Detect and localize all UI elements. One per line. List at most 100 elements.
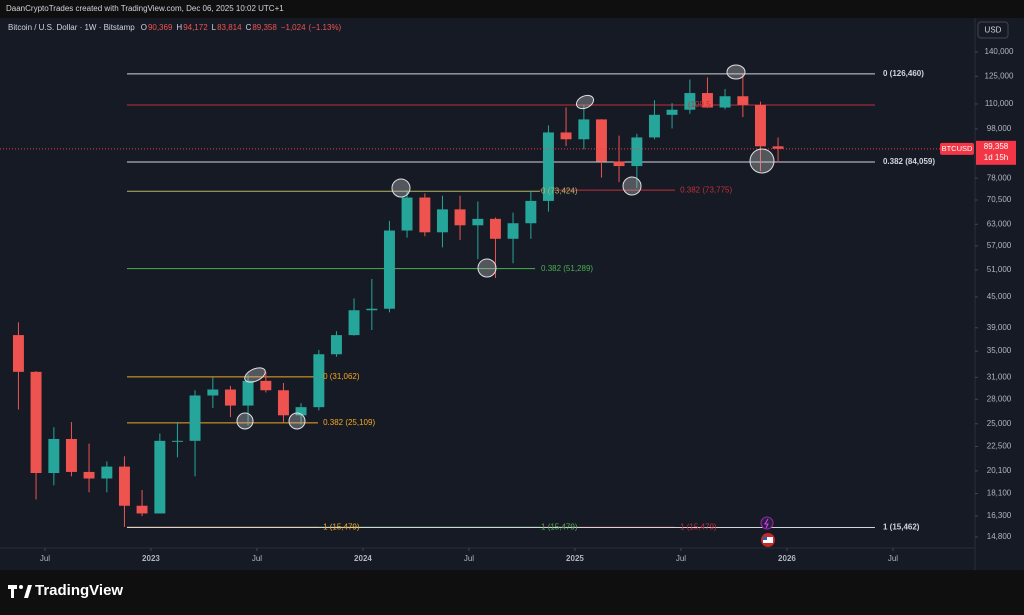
currency-box[interactable]	[977, 21, 1009, 39]
y-tick-label: 51,000	[987, 265, 1012, 274]
candle-body	[65, 438, 77, 472]
candle-body	[383, 230, 395, 309]
change: −1,024	[281, 23, 306, 32]
y-tick-label: 16,300	[987, 511, 1012, 520]
candle-body	[542, 132, 554, 201]
candle-body	[189, 395, 201, 441]
candle-body	[12, 335, 24, 372]
y-tick-label: 98,000	[987, 124, 1012, 133]
highlight	[288, 412, 306, 430]
highlights	[236, 64, 775, 430]
price-tag-countdown: 1d 15h	[984, 153, 1008, 162]
event-icon-glyph	[764, 518, 769, 529]
x-tick-label: Jul	[464, 554, 474, 563]
y-tick-label: 140,000	[985, 47, 1014, 56]
x-tick-label: 2023	[142, 554, 160, 563]
level-label: 1 (15,479)	[323, 522, 360, 531]
brand-name: TradingView	[35, 582, 123, 599]
candle-body	[419, 197, 431, 233]
candle-body	[560, 132, 572, 140]
candle-body	[578, 119, 590, 140]
event-icon[interactable]	[760, 516, 774, 530]
y-tick-label: 45,000	[987, 292, 1012, 301]
highlight	[391, 178, 411, 198]
ohlc-value: 83,814	[217, 23, 242, 32]
change-percent: (−1.13%)	[309, 23, 342, 32]
candle-body	[684, 93, 696, 110]
candle-body	[472, 218, 484, 226]
level-label: 0.382 (25,109)	[323, 418, 375, 427]
candle-body	[525, 200, 537, 224]
level-label: 0 (126,460)	[883, 69, 924, 78]
event-flag	[763, 537, 773, 543]
highlight	[726, 64, 746, 80]
candle-body	[613, 161, 625, 167]
level-label: 0.382 (73,775)	[680, 185, 732, 194]
candle-body	[242, 380, 254, 406]
chart-background	[0, 18, 1024, 570]
symbol-name: BTCUSD	[942, 144, 973, 153]
y-tick-label: 18,100	[987, 489, 1012, 498]
highlight	[236, 412, 254, 430]
candle-body	[719, 96, 731, 108]
candle-body	[101, 466, 113, 479]
candle-body	[648, 114, 660, 138]
highlight	[622, 176, 642, 196]
candle-body	[48, 438, 60, 474]
y-tick-label: 125,000	[985, 71, 1014, 80]
price-tag	[976, 140, 1016, 165]
highlight	[749, 148, 775, 174]
candle-body	[454, 209, 466, 226]
event-flag	[763, 537, 767, 540]
candle-body	[295, 407, 307, 416]
y-tick-label: 20,100	[987, 466, 1012, 475]
ohlc-key: L	[212, 23, 217, 32]
highlight	[244, 367, 266, 383]
plot: 0 (126,460) (109,5 0.382 (84,059) 0 (73,424…	[0, 69, 975, 532]
candle-body	[401, 197, 413, 231]
x-tick-label: 2024	[354, 554, 372, 563]
x-tick-label: Jul	[252, 554, 262, 563]
candle-body	[436, 209, 448, 233]
candle-body	[260, 380, 272, 391]
y-tick-label: 57,000	[987, 241, 1012, 250]
candle-body	[737, 96, 749, 105]
level-label: 0.382 (84,059)	[883, 157, 935, 166]
currency: USD	[985, 26, 1002, 35]
level-label: 1 (15,462)	[883, 523, 920, 532]
price-tag-value: 89,358	[984, 142, 1009, 151]
y-tick-label: 70,500	[987, 195, 1012, 204]
candle-body	[277, 390, 289, 416]
y-tick-label: 14,800	[987, 532, 1012, 541]
event-icons[interactable]	[760, 516, 775, 547]
x-tick-label: 2025	[566, 554, 584, 563]
level-label: (109,5	[688, 100, 711, 109]
ohlc-key: H	[176, 23, 182, 32]
symbol-tag	[940, 142, 974, 155]
x-tick-label: Jul	[40, 554, 50, 563]
candle-body	[330, 335, 342, 355]
brand[interactable]: TradingView	[8, 582, 123, 599]
y-tick-label: 31,000	[987, 372, 1012, 381]
legend: Bitcoin / U.S. Dollar · 1W · Bitstamp O 90…	[8, 23, 342, 32]
candle-body	[118, 466, 130, 506]
highlight	[575, 94, 595, 110]
x-tick-label: 2026	[778, 554, 796, 563]
candle-body	[772, 146, 784, 149]
y-tick-label: 22,500	[987, 442, 1012, 451]
level-label: 0 (73,424)	[541, 186, 578, 195]
attribution: DaanCryptoTrades created with TradingVie…	[6, 4, 284, 13]
candle-body	[666, 109, 678, 115]
y-tick-label: 39,000	[987, 323, 1012, 332]
brand-logo	[19, 585, 23, 589]
candle-body	[313, 354, 325, 408]
ohlc-value: 94,172	[183, 23, 208, 32]
x-tick-label: Jul	[676, 554, 686, 563]
candle-body	[507, 223, 519, 239]
y-tick-label: 28,000	[987, 394, 1012, 403]
candle-body	[83, 471, 95, 479]
candle-body	[207, 389, 219, 396]
level-label: 0 (31,062)	[323, 372, 360, 381]
